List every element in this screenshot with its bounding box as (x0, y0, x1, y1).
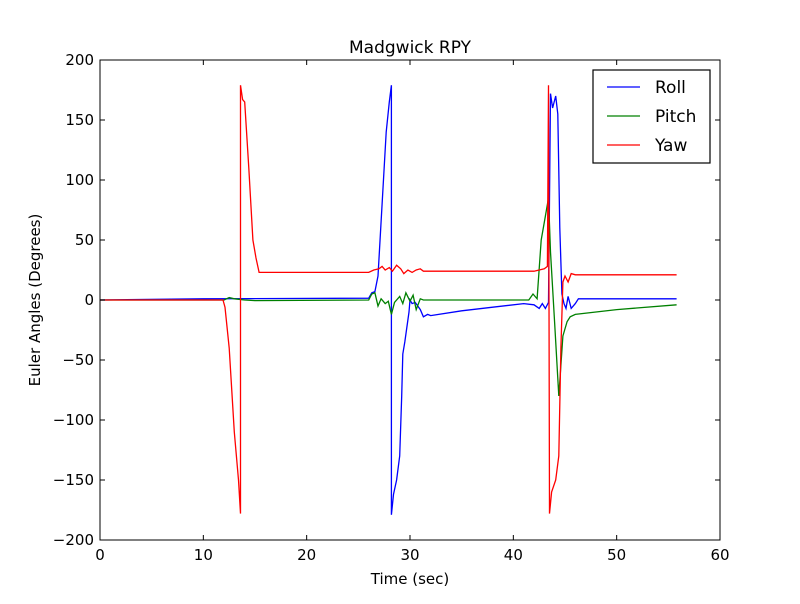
x-tick-label: 60 (710, 546, 729, 564)
y-tick-label: −50 (62, 351, 94, 369)
y-tick-label: 200 (65, 51, 94, 69)
legend-label-roll: Roll (655, 78, 686, 98)
x-tick-label: 20 (297, 546, 316, 564)
y-tick-label: −200 (53, 531, 94, 549)
y-axis-label: Euler Angles (Degrees) (26, 214, 44, 387)
y-tick-label: 150 (65, 111, 94, 129)
x-tick-label: 40 (504, 546, 523, 564)
y-tick-label: 100 (65, 171, 94, 189)
x-tick-label: 0 (95, 546, 105, 564)
legend-label-pitch: Pitch (655, 107, 696, 127)
series-line-pitch (100, 197, 677, 397)
x-tick-label: 30 (400, 546, 419, 564)
x-tick-label: 10 (194, 546, 213, 564)
legend: Roll Pitch Yaw (592, 69, 711, 164)
series-line-roll (99, 85, 677, 515)
chart-title: Madgwick RPY (349, 38, 472, 58)
legend-label-yaw: Yaw (654, 136, 687, 156)
x-tick-label: 50 (607, 546, 626, 564)
x-axis-label: Time (sec) (370, 570, 449, 588)
series-line-yaw (100, 85, 677, 514)
ticks: 0 10 20 30 40 50 60 −200 −150 −100 −50 0 50 100 150 200 (53, 51, 730, 564)
y-tick-label: 0 (84, 291, 94, 309)
y-tick-label: −150 (53, 471, 94, 489)
series-layer (99, 85, 677, 515)
y-tick-label: 50 (75, 231, 94, 249)
y-tick-label: −100 (53, 411, 94, 429)
